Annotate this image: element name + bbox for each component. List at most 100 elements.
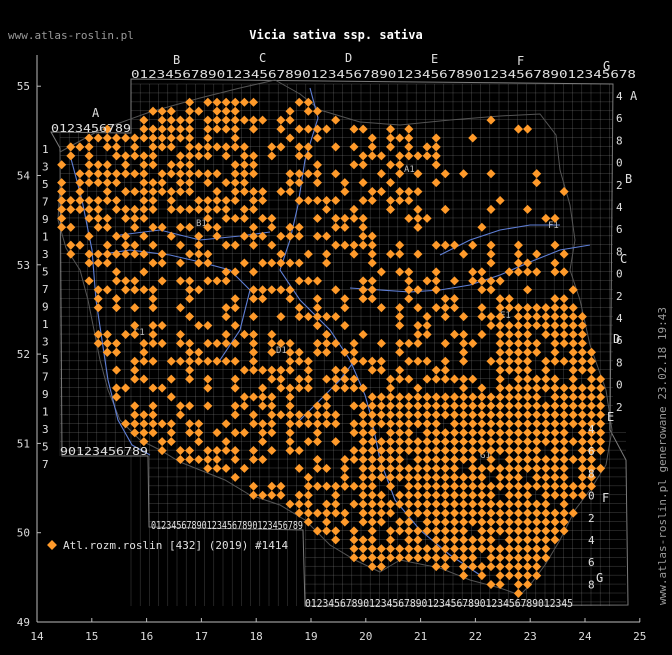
distribution-dot [404, 195, 414, 206]
distribution-dot [596, 419, 606, 429]
distribution-dot [486, 312, 496, 322]
distribution-dot [331, 338, 341, 348]
top-digit-row: 0123456789012345678901234567890123456789… [131, 68, 636, 81]
distribution-dot [504, 562, 514, 572]
distribution-dot [294, 231, 304, 241]
column-letter: A [92, 106, 100, 120]
distribution-dot [513, 481, 523, 491]
distribution-dot [294, 490, 304, 500]
distribution-dot [349, 535, 359, 545]
distribution-dot [422, 437, 432, 447]
distribution-dot [248, 347, 259, 357]
distribution-dot [477, 526, 487, 536]
distribution-dot [523, 579, 533, 589]
distribution-dot [559, 419, 569, 429]
river-bug [349, 244, 591, 293]
distribution-dot [468, 338, 478, 348]
distribution-dot [84, 249, 94, 259]
latitude-tick-label: 50 [17, 527, 30, 540]
distribution-dot [358, 508, 368, 518]
distribution-dot [111, 178, 121, 188]
distribution-dot [586, 410, 597, 420]
distribution-dot [449, 401, 460, 411]
distribution-dot [376, 472, 386, 482]
latitude-tick-label: 55 [17, 80, 30, 93]
distribution-dot [568, 285, 578, 295]
row-letter: F [602, 491, 609, 505]
distribution-dot [276, 374, 286, 384]
distribution-dot [541, 544, 551, 554]
distribution-dot [75, 169, 85, 179]
latitude-ticks: 55 54 53 52 51 50 49 [17, 80, 41, 629]
distribution-dot [157, 258, 167, 268]
distribution-dot [358, 151, 368, 161]
distribution-dot [349, 499, 359, 509]
distribution-dot [431, 142, 441, 152]
distribution-dot [550, 356, 560, 366]
distribution-dot [532, 383, 542, 393]
distribution-dot [477, 535, 487, 545]
distribution-dot [468, 419, 478, 429]
distribution-dot [513, 517, 523, 527]
distribution-dot [148, 195, 158, 206]
distribution-dot [486, 437, 496, 447]
distribution-dot [367, 258, 377, 268]
distribution-dot [358, 553, 368, 563]
right-side-digit: 6 [616, 334, 623, 347]
right-side-digit: 0 [616, 379, 623, 392]
distribution-dot [367, 445, 377, 456]
distribution-dot [486, 481, 496, 491]
distribution-dot [175, 169, 185, 179]
column-letter: G [603, 59, 610, 73]
distribution-dot [486, 553, 496, 563]
distribution-dot [248, 481, 259, 491]
distribution-dot [93, 160, 103, 170]
distribution-dot [157, 222, 167, 232]
distribution-dot [459, 374, 469, 384]
distribution-dot [459, 169, 469, 179]
distribution-dot [367, 437, 377, 447]
distribution-dot [504, 571, 514, 581]
distribution-dot [449, 329, 460, 339]
distribution-dot [586, 383, 597, 393]
distribution-dot [431, 544, 441, 554]
distribution-dot [111, 267, 121, 277]
distribution-dot [175, 356, 185, 366]
distribution-dot [532, 499, 542, 509]
longitude-tick-label: 14 [30, 630, 44, 643]
distribution-dot [431, 562, 441, 572]
distribution-dot [248, 115, 259, 125]
distribution-dot [376, 401, 386, 411]
right-side-digit: 8 [616, 134, 623, 147]
distribution-dot [504, 445, 514, 456]
distribution-dot [504, 338, 514, 348]
distribution-dot [459, 437, 469, 447]
distribution-dot [322, 258, 332, 268]
distribution-dot [431, 490, 441, 500]
distribution-dot [322, 374, 332, 384]
left-side-digit: 1 [42, 143, 49, 156]
distribution-dot [523, 258, 533, 268]
distribution-dot [312, 410, 322, 420]
distribution-dot [532, 544, 542, 554]
latitude-tick-label: 52 [17, 348, 30, 361]
distribution-dot [230, 97, 240, 107]
distribution-dot [395, 544, 405, 554]
distribution-dot [459, 356, 469, 366]
distribution-dot [285, 115, 295, 125]
bottom-left-digit-row: 90123456789 [60, 445, 148, 458]
distribution-dot [568, 356, 578, 366]
site-url[interactable]: www.atlas-roslin.pl [8, 29, 134, 42]
distribution-dot [568, 437, 578, 447]
row-letter: B [625, 172, 632, 186]
distribution-dot [395, 437, 405, 447]
distribution-dot [203, 338, 213, 348]
distribution-dot [294, 258, 304, 268]
distribution-dot [486, 321, 496, 331]
distribution-dot [349, 160, 359, 170]
distribution-dot [267, 490, 277, 500]
distribution-dot [276, 187, 286, 197]
distribution-dot [541, 365, 551, 375]
distribution-dot [504, 472, 514, 482]
distribution-dot [385, 526, 396, 536]
